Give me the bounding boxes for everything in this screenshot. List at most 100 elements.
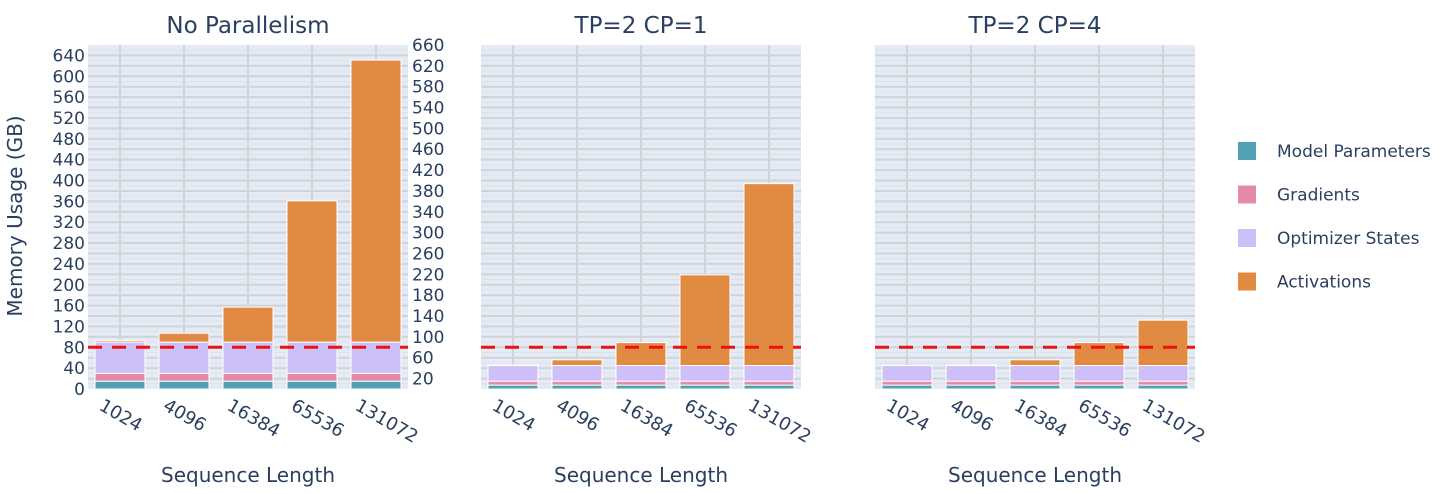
bar-activations [351, 60, 401, 342]
bar-gradients [744, 381, 794, 385]
y-tick-label: 620 [412, 57, 444, 77]
bar-optimizer-states [488, 366, 538, 382]
bar-activations [1010, 360, 1060, 366]
bar-activations [95, 341, 145, 343]
x-axis-title: Sequence Length [161, 463, 335, 487]
legend: Model Parameters Gradients Optimizer State… [1238, 142, 1431, 293]
legend-swatch [1238, 186, 1256, 204]
y-tick-label: 360 [53, 192, 85, 212]
bar-gradients [946, 381, 996, 385]
x-tick-label: 1024 [883, 395, 933, 436]
x-tick-label: 131072 [352, 395, 422, 448]
bar-gradients [1010, 381, 1060, 385]
bar-model-parameters [351, 381, 401, 389]
x-tick-label: 1024 [489, 395, 539, 436]
bar-gradients [95, 373, 145, 381]
bar-activations [287, 201, 337, 342]
bar-optimizer-states [1010, 366, 1060, 382]
bar-model-parameters [95, 381, 145, 389]
y-tick-label: 160 [53, 297, 85, 317]
y-tick-label: 400 [53, 172, 85, 192]
y-tick-label: 520 [53, 109, 85, 129]
bar-model-parameters [552, 385, 602, 389]
bar-model-parameters [287, 381, 337, 389]
y-tick-label: 660 [412, 36, 444, 56]
y-axis-title: Memory Usage (GB) [3, 115, 27, 316]
x-tick-label: 65536 [288, 395, 348, 442]
y-tick-label: 440 [53, 151, 85, 171]
bar-activations [159, 333, 209, 342]
bar-optimizer-states [616, 366, 666, 382]
y-tick-label: 380 [412, 182, 444, 202]
x-tick-label: 131072 [1139, 395, 1209, 448]
legend-swatch [1238, 273, 1256, 291]
bar-model-parameters [744, 385, 794, 389]
bar-optimizer-states [1138, 366, 1188, 382]
y-tick-label: 240 [53, 255, 85, 275]
bar-model-parameters [882, 385, 932, 389]
subplot-1: 0204060801001201401601802002202402602803… [53, 13, 445, 487]
x-tick-label: 131072 [745, 395, 815, 448]
x-tick-label: 4096 [947, 395, 997, 436]
bar-optimizer-states [552, 366, 602, 382]
y-tick-label: 540 [412, 99, 444, 119]
bar-model-parameters [488, 385, 538, 389]
legend-item[interactable]: Model Parameters [1238, 142, 1431, 162]
bar-model-parameters [1074, 385, 1124, 389]
y-tick-label: 100 [412, 328, 444, 348]
y-tick-label: 280 [53, 234, 85, 254]
x-axis-title: Sequence Length [948, 463, 1122, 487]
legend-label: Gradients [1277, 186, 1360, 206]
x-tick-label: 16384 [1011, 395, 1071, 442]
bar-model-parameters [680, 385, 730, 389]
y-tick-label: 140 [412, 307, 444, 327]
y-tick-label: 580 [412, 78, 444, 98]
y-tick-label: 40 [63, 359, 85, 379]
bar-gradients [351, 373, 401, 381]
y-tick-label: 60 [412, 349, 434, 369]
legend-label: Activations [1277, 273, 1371, 293]
bar-model-parameters [223, 381, 273, 389]
x-tick-label: 16384 [224, 395, 284, 442]
bar-gradients [1074, 381, 1124, 385]
bar-gradients [680, 381, 730, 385]
x-tick-label: 4096 [160, 395, 210, 436]
bar-gradients [616, 381, 666, 385]
bar-model-parameters [159, 381, 209, 389]
bar-gradients [1138, 381, 1188, 385]
y-tick-label: 120 [53, 317, 85, 337]
bar-model-parameters [616, 385, 666, 389]
bar-optimizer-states [744, 366, 794, 382]
legend-item[interactable]: Activations [1238, 273, 1371, 293]
x-tick-label: 1024 [96, 395, 146, 436]
bar-gradients [882, 381, 932, 385]
y-tick-label: 220 [412, 265, 444, 285]
y-tick-label: 560 [53, 88, 85, 108]
legend-swatch [1238, 142, 1256, 160]
legend-item[interactable]: Gradients [1238, 186, 1360, 206]
x-tick-label: 65536 [681, 395, 741, 442]
y-tick-label: 480 [53, 130, 85, 150]
bar-optimizer-states [1074, 366, 1124, 382]
y-tick-label: 80 [63, 338, 85, 358]
subplot-title: TP=2 CP=1 [574, 13, 708, 39]
y-tick-label: 340 [412, 203, 444, 223]
bar-model-parameters [946, 385, 996, 389]
bar-gradients [159, 373, 209, 381]
bar-activations [1138, 320, 1188, 365]
y-tick-label: 320 [53, 213, 85, 233]
y-tick-label: 640 [53, 46, 85, 66]
y-tick-label: 420 [412, 161, 444, 181]
y-tick-label: 200 [53, 276, 85, 296]
x-tick-label: 16384 [617, 395, 677, 442]
y-tick-label: 460 [412, 140, 444, 160]
bar-model-parameters [1138, 385, 1188, 389]
y-tick-label: 260 [412, 244, 444, 264]
legend-label: Optimizer States [1277, 229, 1420, 249]
subplot-title: No Parallelism [166, 13, 329, 39]
bar-activations [552, 360, 602, 366]
legend-item[interactable]: Optimizer States [1238, 229, 1420, 249]
